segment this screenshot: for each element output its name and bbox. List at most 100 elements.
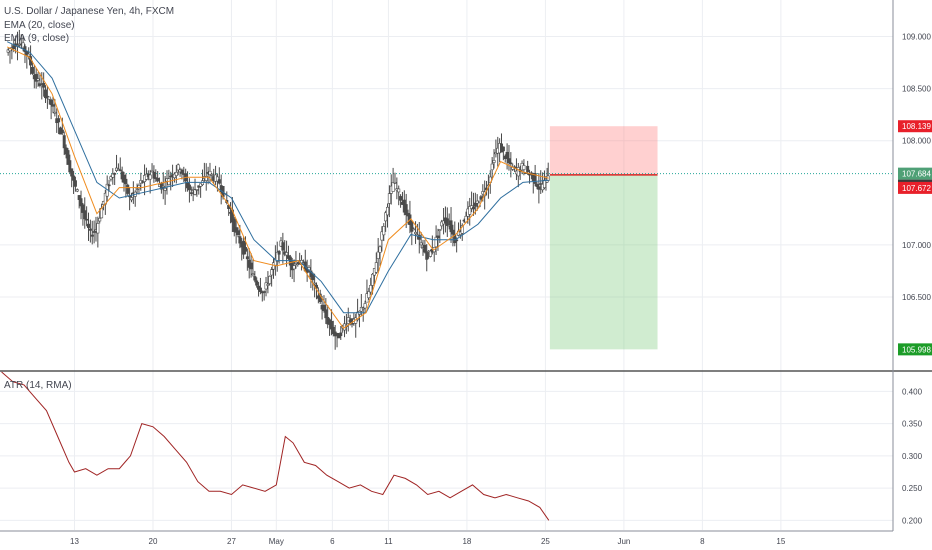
candle-down bbox=[451, 229, 455, 235]
candle-down bbox=[471, 206, 475, 210]
current-price-badge bbox=[898, 167, 932, 180]
candle-down bbox=[70, 168, 74, 177]
candle-down bbox=[509, 162, 513, 165]
candle-up bbox=[542, 179, 546, 188]
candle-up bbox=[199, 183, 203, 187]
candle-up bbox=[363, 303, 367, 309]
candle-up bbox=[275, 251, 279, 262]
candle-down bbox=[66, 150, 70, 165]
candle-up bbox=[428, 250, 432, 257]
candle-down bbox=[12, 45, 16, 49]
candle-up bbox=[163, 187, 167, 191]
date-tick-label: 8 bbox=[700, 537, 705, 546]
candle-up bbox=[161, 185, 165, 188]
candle-down bbox=[425, 252, 429, 260]
date-tick-label: 15 bbox=[776, 537, 785, 546]
candle-up bbox=[21, 42, 25, 49]
candle-down bbox=[180, 169, 184, 174]
date-tick-label: 20 bbox=[149, 537, 158, 546]
candle-up bbox=[387, 193, 391, 204]
candle-down bbox=[85, 218, 89, 221]
atr-line bbox=[1, 371, 550, 521]
candle-up bbox=[386, 206, 390, 216]
candle-down bbox=[72, 175, 76, 181]
symbol-title: U.S. Dollar / Japanese Yen, 4h, FXCM bbox=[4, 6, 175, 17]
candle-up bbox=[367, 291, 371, 299]
candle-down bbox=[253, 276, 257, 281]
candle-down bbox=[322, 304, 326, 312]
candle-down bbox=[77, 195, 81, 200]
candle-down bbox=[236, 230, 240, 236]
ema9-legend: EMA (9, close) bbox=[4, 33, 70, 44]
candle-down bbox=[249, 262, 253, 270]
atr-tick-label: 0.200 bbox=[902, 516, 923, 525]
candle-up bbox=[460, 225, 464, 234]
price-tick-label: 106.500 bbox=[902, 293, 931, 302]
stop-price-badge bbox=[898, 120, 932, 133]
candle-up bbox=[391, 182, 395, 192]
candle-up bbox=[53, 111, 57, 114]
candle-down bbox=[337, 334, 341, 339]
candle-up bbox=[36, 78, 40, 81]
candle-up bbox=[251, 273, 255, 276]
candle-up bbox=[109, 176, 113, 180]
candle-down bbox=[92, 231, 96, 233]
candle-down bbox=[62, 135, 66, 149]
candle-down bbox=[436, 235, 440, 239]
candle-up bbox=[204, 176, 208, 181]
candle-down bbox=[60, 129, 64, 134]
candle-down bbox=[505, 151, 509, 159]
candle-up bbox=[414, 231, 418, 235]
stop-loss-zone[interactable] bbox=[549, 126, 658, 175]
candle-up bbox=[382, 226, 386, 236]
candle-down bbox=[30, 67, 34, 74]
candle-down bbox=[449, 220, 453, 233]
ema9-line bbox=[6, 46, 549, 329]
candle-down bbox=[49, 99, 53, 106]
candle-up bbox=[438, 229, 442, 231]
candle-down bbox=[51, 104, 55, 107]
candle-down bbox=[533, 172, 537, 184]
candle-up bbox=[270, 269, 274, 276]
candle-down bbox=[57, 118, 61, 123]
candle-up bbox=[356, 311, 360, 321]
candle-down bbox=[245, 256, 249, 260]
candle-up bbox=[412, 228, 416, 231]
position-tool[interactable] bbox=[0, 126, 893, 350]
date-tick-label: May bbox=[269, 537, 284, 546]
target-price-badge-label: 105.998 bbox=[902, 345, 931, 354]
candle-up bbox=[116, 168, 120, 171]
candle-down bbox=[255, 280, 259, 286]
entry-price-badge-label: 107.672 bbox=[902, 184, 931, 193]
candle-up bbox=[378, 246, 382, 253]
candle-up bbox=[361, 307, 365, 310]
price-tick-label: 107.000 bbox=[902, 241, 931, 250]
candle-up bbox=[148, 174, 152, 180]
candle-down bbox=[410, 220, 414, 232]
candle-up bbox=[111, 173, 115, 178]
candle-down bbox=[113, 173, 117, 175]
candle-down bbox=[537, 186, 541, 190]
candle-down bbox=[189, 192, 193, 194]
ema-lines bbox=[6, 41, 549, 329]
take-profit-zone[interactable] bbox=[549, 174, 658, 350]
entry-price-badge bbox=[898, 181, 932, 194]
candle-down bbox=[234, 227, 238, 233]
candle-up bbox=[374, 262, 378, 273]
candle-up bbox=[193, 189, 197, 195]
candle-down bbox=[453, 234, 457, 244]
candle-down bbox=[118, 169, 122, 172]
candle-up bbox=[195, 189, 199, 191]
candle-down bbox=[331, 326, 335, 335]
ema20-legend: EMA (20, close) bbox=[4, 20, 75, 31]
candle-up bbox=[393, 181, 397, 184]
candle-down bbox=[417, 235, 421, 240]
candle-down bbox=[445, 218, 449, 226]
candle-down bbox=[83, 210, 87, 220]
candle-down bbox=[238, 236, 242, 244]
grid-lines bbox=[0, 0, 893, 530]
candle-up bbox=[210, 174, 214, 176]
candle-up bbox=[208, 170, 212, 176]
